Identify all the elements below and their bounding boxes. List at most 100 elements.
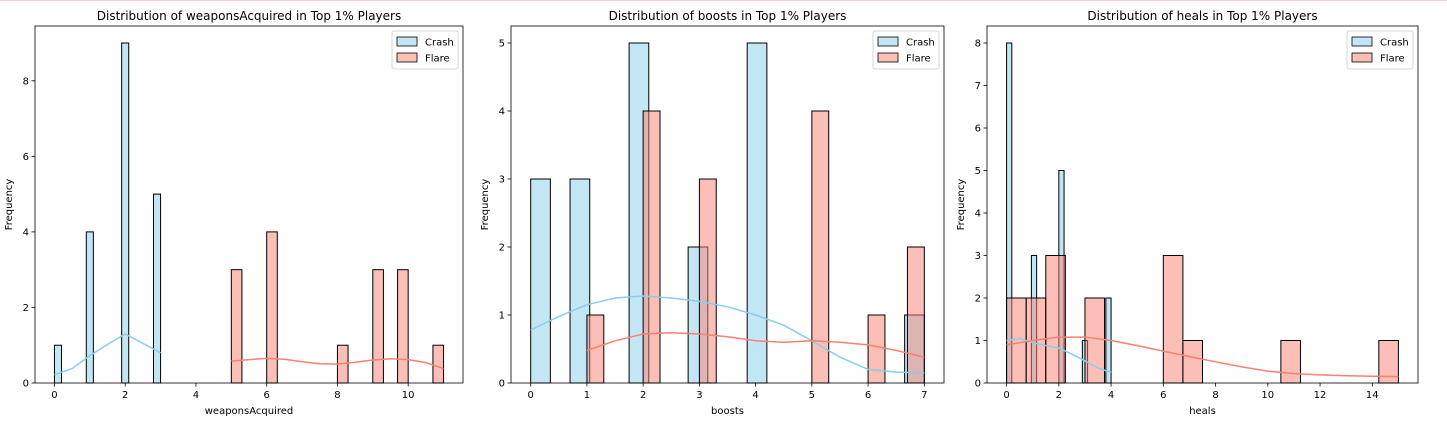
x-tick-label: 12	[1314, 390, 1327, 401]
chart-title: Distribution of boosts in Top 1% Players	[609, 9, 847, 23]
y-tick-label: 4	[23, 227, 29, 238]
legend-label-flare: Flare	[425, 54, 450, 65]
bar-flare	[1045, 255, 1066, 384]
legend-label-flare: Flare	[906, 54, 931, 65]
y-tick-label: 2	[975, 294, 981, 305]
legend-swatch-crash	[877, 36, 899, 47]
series-flare	[1006, 255, 1399, 384]
bar-flare	[397, 269, 409, 384]
y-tick-label: 8	[975, 39, 981, 50]
x-tick-label: 10	[1261, 390, 1274, 401]
legend-swatch-flare	[396, 52, 418, 63]
y-tick-label: 0	[23, 379, 29, 390]
legend-label-crash: Crash	[425, 38, 454, 49]
bar-flare	[1280, 340, 1301, 384]
x-tick-label: 5	[809, 390, 815, 401]
bar-crash	[121, 42, 130, 384]
bar-flare	[372, 269, 384, 384]
bar-flare	[1182, 340, 1203, 384]
bar-flare	[906, 246, 925, 384]
bar-crash	[530, 178, 551, 384]
x-tick-label: 2	[122, 390, 128, 401]
top-border	[0, 0, 1447, 1]
legend: Crash Flare	[391, 30, 459, 70]
legend: Crash Flare	[1346, 30, 1414, 70]
y-tick-label: 4	[499, 107, 505, 118]
x-tick-label: 3	[696, 390, 702, 401]
chart-title: Distribution of heals in Top 1% Players	[1087, 9, 1317, 23]
x-tick-label: 7	[921, 390, 927, 401]
x-tick-label: 2	[640, 390, 646, 401]
y-tick-label: 8	[23, 76, 29, 87]
x-axis-label: boosts	[711, 406, 744, 417]
chart-panel-1: 0 2 4 6 8 10 0 2 4 6 8 Distribution of weaponsAcqui…	[4, 9, 464, 417]
bar-crash	[746, 42, 768, 384]
y-tick-label: 5	[975, 166, 981, 177]
y-axis-label: Frequency	[4, 179, 15, 231]
kde-line-crash	[1006, 337, 1112, 374]
bar-flare	[266, 231, 278, 384]
x-tick-label: 4	[752, 390, 758, 401]
y-tick-label: 6	[23, 152, 29, 163]
y-tick-label: 3	[975, 251, 981, 262]
y-tick-label: 1	[499, 311, 505, 322]
axes-frame	[986, 25, 1419, 384]
x-tick-label: 0	[51, 390, 57, 401]
x-tick-label: 4	[193, 390, 199, 401]
x-tick-label: 1	[584, 390, 590, 401]
y-tick-label: 7	[975, 81, 981, 92]
x-tick-label: 6	[1160, 390, 1166, 401]
bar-crash	[152, 193, 162, 384]
chart-panel-2: 0 1 2 3 4 5 6 7 0 1 2 3 4 5 Distribution of boosts in …	[480, 9, 945, 417]
x-tick-label: 6	[263, 390, 269, 401]
y-axis-label: Frequency	[480, 179, 491, 231]
legend: Crash Flare	[872, 30, 940, 70]
bar-flare	[642, 110, 661, 384]
y-tick-label: 5	[499, 39, 505, 50]
bar-flare	[698, 178, 717, 384]
kde-line-flare	[231, 357, 444, 370]
y-tick-label: 2	[23, 303, 29, 314]
x-axis-label: weaponsAcquired	[205, 406, 294, 417]
chart-title: Distribution of weaponsAcquired in Top 1…	[97, 9, 401, 23]
x-tick-label: 6	[865, 390, 871, 401]
y-tick-label: 2	[499, 243, 505, 254]
legend-label-crash: Crash	[1380, 38, 1409, 49]
series-crash	[53, 42, 162, 384]
bar-crash	[53, 344, 63, 384]
x-tick-label: 0	[1003, 390, 1009, 401]
bar-flare	[867, 314, 886, 384]
axes-frame	[34, 25, 464, 384]
legend-swatch-crash	[396, 36, 418, 47]
kde-line-crash	[530, 295, 925, 374]
bar-flare	[1084, 297, 1106, 384]
y-tick-label: 4	[975, 209, 981, 220]
y-axis-label: Frequency	[956, 179, 967, 231]
x-tick-label: 10	[402, 390, 415, 401]
y-tick-label: 3	[499, 175, 505, 186]
bar-flare	[230, 269, 243, 384]
kde-line-flare	[1006, 336, 1399, 378]
legend-swatch-crash	[1351, 36, 1373, 47]
kde-line-flare	[586, 331, 925, 358]
x-axis-label: heals	[1189, 406, 1216, 417]
x-tick-label: 4	[1108, 390, 1114, 401]
legend-label-flare: Flare	[1380, 54, 1405, 65]
bar-flare	[1162, 255, 1184, 384]
bar-crash	[85, 231, 94, 384]
bar-flare	[432, 344, 445, 384]
x-tick-label: 8	[334, 390, 340, 401]
legend-label-crash: Crash	[906, 38, 935, 49]
y-tick-label: 1	[975, 336, 981, 347]
legend-swatch-flare	[1351, 52, 1373, 63]
y-tick-label: 0	[499, 379, 505, 390]
x-tick-label: 2	[1056, 390, 1062, 401]
axes-frame	[510, 25, 945, 384]
legend-swatch-flare	[877, 52, 899, 63]
kde-line-crash	[54, 333, 161, 376]
y-tick-label: 0	[975, 379, 981, 390]
y-tick-label: 6	[975, 124, 981, 135]
x-tick-label: 8	[1212, 390, 1218, 401]
